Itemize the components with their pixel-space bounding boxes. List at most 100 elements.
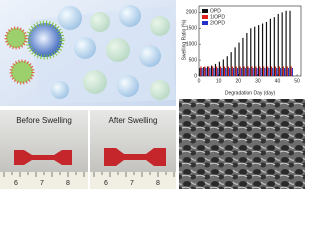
x-tick-label: 50 [294, 78, 300, 84]
bar [270, 66, 273, 76]
bar [254, 26, 256, 77]
photo-label: Before Swelling [16, 116, 72, 125]
y-tick-label: 1000 [186, 42, 197, 48]
ruler-label: 6 [14, 180, 18, 187]
y-tick-label: 2000 [186, 10, 197, 16]
bar [272, 68, 274, 76]
bar [219, 66, 222, 76]
y-tick-label: 1500 [186, 26, 197, 32]
bar [226, 56, 228, 76]
bar [250, 28, 252, 76]
bar [199, 68, 201, 76]
bar [235, 66, 237, 76]
legend-swatch [202, 9, 208, 13]
bar [213, 68, 215, 76]
bar [238, 42, 240, 76]
bar [283, 68, 286, 76]
plot-frame [198, 5, 302, 77]
bar [273, 17, 275, 76]
bar [258, 25, 260, 76]
bar [217, 68, 219, 76]
bar [212, 66, 214, 76]
bar [201, 68, 203, 76]
bar [207, 66, 209, 76]
bar [286, 66, 288, 76]
bar [203, 67, 205, 76]
ruler-label: 8 [66, 180, 70, 187]
y-tick-label: 500 [189, 57, 198, 63]
bar [240, 68, 242, 76]
bar [289, 10, 291, 76]
bar [221, 68, 223, 76]
photo-label: After Swelling [109, 116, 158, 125]
bar [264, 68, 266, 76]
bar [248, 68, 250, 76]
bar [225, 68, 227, 76]
bar [246, 33, 248, 76]
bar [205, 68, 207, 76]
bar [208, 66, 210, 76]
bar [287, 68, 290, 76]
legend-label: 2/OPD [210, 20, 225, 26]
bar [234, 47, 236, 76]
x-tick-label: 30 [255, 78, 261, 84]
x-tick-label: 10 [216, 78, 222, 84]
y-axis-label: Swelling Ratio (%) [181, 19, 187, 60]
bar [263, 66, 265, 76]
bar [269, 18, 271, 76]
ruler-label: 6 [104, 180, 108, 187]
bar [230, 52, 232, 76]
bar [243, 66, 245, 76]
x-axis-label: Degradation Day (day) [225, 90, 276, 96]
bar [280, 68, 282, 76]
bar [236, 68, 239, 76]
legend-label: OPD [210, 8, 221, 14]
bar [276, 68, 278, 76]
bar [259, 66, 261, 76]
bar [244, 68, 246, 76]
bar [268, 68, 270, 76]
legend-swatch [202, 21, 208, 25]
x-tick-label: 0 [198, 78, 201, 84]
bar [274, 66, 277, 76]
ruler-label: 7 [40, 180, 44, 187]
bar [210, 65, 213, 76]
bar [282, 66, 284, 76]
bar [223, 66, 226, 76]
bar [285, 10, 287, 76]
bar [277, 13, 279, 77]
bar [290, 66, 292, 76]
x-tick-label: 20 [235, 78, 241, 84]
bar [242, 37, 244, 76]
ruler-label: 8 [156, 180, 160, 187]
bar [278, 66, 281, 76]
bar [291, 68, 293, 76]
bar [265, 21, 268, 77]
bar [255, 66, 257, 76]
bar [204, 66, 206, 76]
bar [231, 66, 233, 76]
bar [209, 68, 211, 76]
bar [261, 23, 264, 76]
figure: Swelling Ratio (%) Degradation Day (day)… [0, 0, 305, 189]
bar [200, 66, 202, 76]
bar [247, 66, 249, 76]
bar [256, 68, 258, 76]
bar [232, 68, 235, 76]
bar [281, 12, 283, 76]
illustration [0, 0, 176, 106]
bar [267, 66, 269, 76]
bar [222, 59, 224, 76]
bar [214, 63, 217, 76]
ruler-label: 7 [130, 180, 134, 187]
bar [251, 66, 253, 76]
bar [227, 66, 230, 76]
x-tick-label: 40 [275, 78, 281, 84]
bar [239, 66, 241, 76]
sem-image [179, 99, 305, 189]
bar [218, 61, 220, 76]
legend-swatch [202, 15, 208, 19]
bar [216, 66, 218, 76]
bar [260, 68, 262, 76]
photos: Before Swelling After Swelling 6 7 8 6 7… [0, 110, 176, 189]
